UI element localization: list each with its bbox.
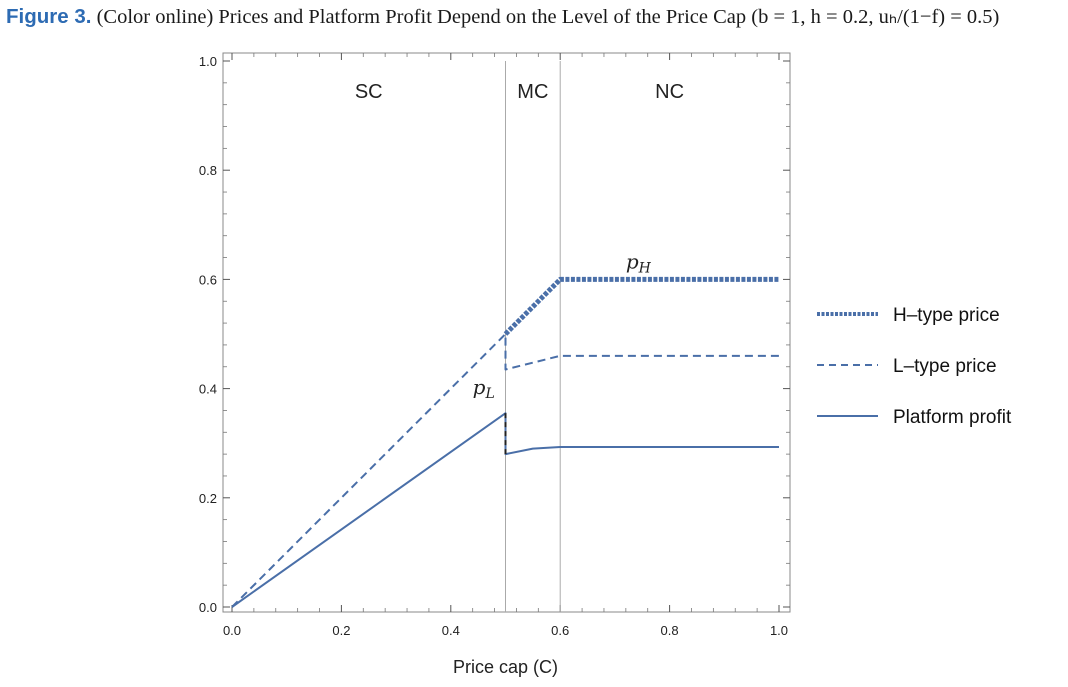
x-tick-label: 0.6 — [551, 623, 569, 638]
caption-params: (b = 1, h = 0.2, uₕ/(1−f) = 0.5) — [751, 6, 1000, 28]
legend-entry-label: Platform profit — [893, 407, 1012, 428]
x-tick-label: 0.2 — [332, 623, 350, 638]
legend-entry-label: L–type price — [893, 356, 997, 377]
y-tick-label: 0.6 — [199, 272, 217, 287]
figure-label: Figure 3. — [6, 5, 92, 28]
figure-caption: Figure 3. (Color online) Prices and Plat… — [6, 4, 1066, 38]
region-label-sc: SC — [355, 81, 383, 103]
x-tick-label: 1.0 — [770, 623, 788, 638]
region-label-mc: MC — [517, 81, 548, 103]
y-tick-label: 0.2 — [199, 491, 217, 506]
annotation-ph: pH — [626, 249, 652, 276]
x-axis-title: Price cap (C) — [453, 657, 558, 677]
plot-area — [222, 52, 791, 613]
x-tick-label: 0.8 — [661, 623, 679, 638]
chart-labels: Price cap (C) 0.0 0.2 0.4 0.6 0.8 1.0 0.0 0.2 0.… — [199, 54, 788, 677]
y-tick-label: 0.8 — [199, 163, 217, 178]
y-tick-label: 1.0 — [199, 54, 217, 69]
series-line-dashed — [231, 333, 779, 608]
y-tick-label: 0.0 — [199, 600, 217, 615]
y-tick-label: 0.4 — [199, 382, 217, 397]
legend: H–type price L–type price Platform profit — [817, 305, 1012, 428]
region-label-nc: NC — [655, 81, 684, 103]
caption-text: (Color online) Prices and Platform Profi… — [96, 6, 747, 28]
plot-frame — [222, 52, 791, 613]
annotation-pl: pL — [473, 375, 495, 402]
x-tick-label: 0.4 — [442, 623, 460, 638]
legend-entry-label: H–type price — [893, 305, 1000, 326]
series-line-thick-dotted — [503, 276, 779, 336]
series-line-solid — [231, 412, 779, 608]
x-tick-label: 0.0 — [223, 623, 241, 638]
